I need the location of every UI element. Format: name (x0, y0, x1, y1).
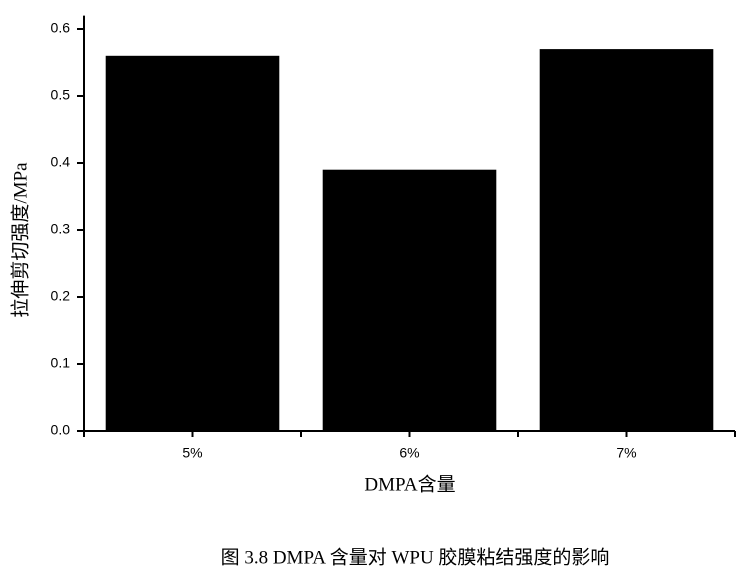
x-axis-label: DMPA含量 (364, 473, 455, 495)
caption: 图 3.8 DMPA 含量对 WPU 胶膜粘结强度的影响 (221, 546, 610, 568)
x-tick-label: 5% (182, 445, 202, 461)
bar (322, 169, 497, 431)
y-tick-label: 0.3 (51, 221, 71, 237)
y-tick-label: 0.2 (51, 288, 71, 304)
y-axis-label: 拉伸剪切强度/MPa (9, 162, 31, 318)
y-tick-label: 0.6 (51, 20, 71, 36)
y-tick-label: 0.5 (51, 87, 71, 103)
y-tick-label: 0.0 (51, 422, 71, 438)
y-tick-label: 0.4 (51, 154, 71, 170)
x-tick-label: 7% (616, 445, 636, 461)
bar (105, 55, 280, 432)
y-tick-label: 0.1 (51, 355, 71, 371)
bar (539, 49, 714, 431)
x-tick-label: 6% (399, 445, 419, 461)
